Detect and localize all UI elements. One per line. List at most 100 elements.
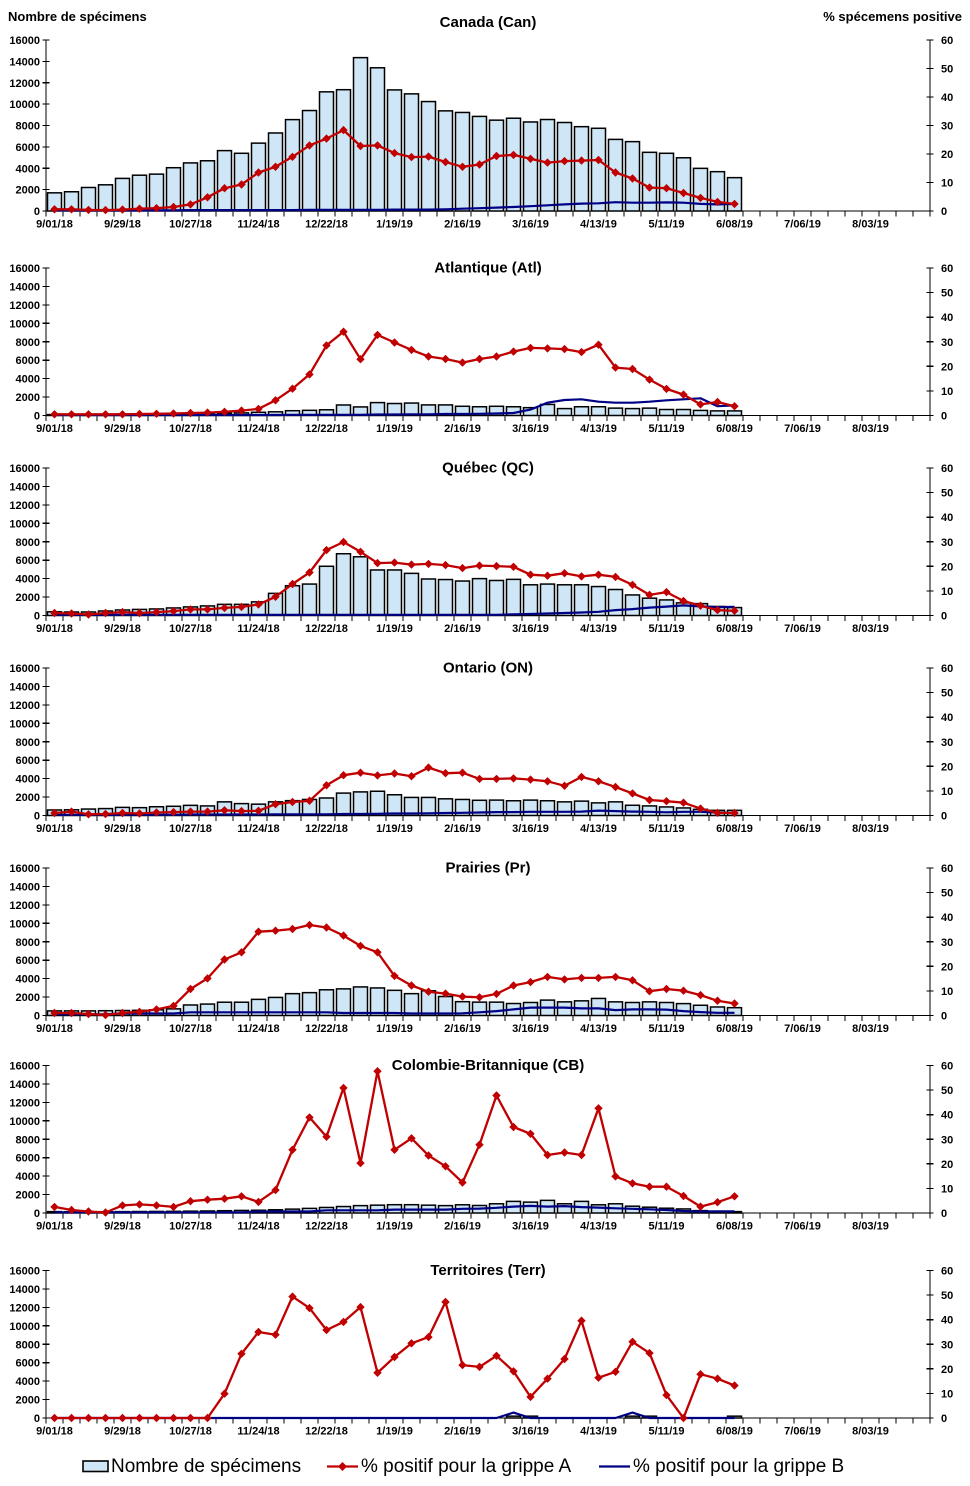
- x-tick-label: 1/19/19: [376, 1023, 413, 1035]
- grippe-a-marker: [543, 972, 552, 982]
- x-tick-label: 12/22/18: [305, 219, 348, 231]
- grippe-a-marker: [475, 160, 484, 169]
- grippe-a-marker: [407, 152, 416, 162]
- x-tick-label: 12/22/18: [305, 623, 348, 635]
- left-tick-label: 12000: [9, 78, 40, 90]
- grippe-a-marker: [458, 358, 467, 367]
- bar: [522, 1201, 539, 1214]
- grippe-a-marker: [356, 355, 365, 364]
- grippe-a-marker: [594, 973, 603, 983]
- grippe-a-marker: [356, 141, 365, 151]
- grippe-a-marker: [220, 407, 229, 416]
- legend-item-grippe-a: % positif pour la grippe A: [327, 1452, 571, 1481]
- grippe-a-marker: [390, 338, 399, 347]
- grippe-a-marker: [305, 1113, 314, 1122]
- x-tick-label: 7/06/19: [784, 1426, 821, 1438]
- grippe-a-marker: [492, 151, 501, 161]
- x-tick-label: 10/27/18: [169, 1221, 212, 1233]
- grippe-a-marker: [305, 568, 314, 577]
- grippe-a-marker: [339, 771, 348, 780]
- bar: [573, 584, 590, 617]
- grippe-a-marker: [288, 1292, 297, 1301]
- grippe-a-marker: [679, 1413, 688, 1423]
- left-tick-label: 0: [34, 1413, 40, 1425]
- grippe-a-marker: [543, 344, 552, 353]
- grippe-a-marker: [84, 1207, 93, 1216]
- bar: [182, 1004, 199, 1017]
- x-tick-label: 11/24/18: [237, 423, 279, 435]
- grippe-a-marker: [526, 154, 535, 163]
- red-diamond-line-icon: [327, 1462, 358, 1471]
- left-tick-label: 14000: [9, 56, 40, 68]
- grippe-a-marker: [254, 806, 263, 815]
- bar: [199, 160, 216, 212]
- grippe-a-marker: [407, 345, 416, 355]
- x-tick-label: 6/08/19: [716, 823, 753, 835]
- grippe-a-marker: [696, 400, 705, 409]
- grippe-a-marker: [50, 1008, 59, 1018]
- left-tick-label: 2000: [16, 1395, 40, 1407]
- x-tick-label: 8/03/19: [852, 219, 889, 231]
- bar: [709, 1006, 726, 1017]
- grippe-a-marker: [254, 1197, 263, 1207]
- legend-item-grippe-b: % positif pour la grippe B: [599, 1452, 844, 1481]
- bar: [488, 119, 505, 212]
- x-tick-label: 9/29/18: [104, 219, 141, 231]
- bar: [318, 797, 335, 817]
- grippe-a-marker: [271, 592, 280, 601]
- x-tick-label: 8/03/19: [852, 1426, 889, 1438]
- grippe-a-line: [54, 1070, 735, 1214]
- grippe-a-marker: [441, 769, 450, 778]
- grippe-a-marker: [730, 199, 739, 209]
- series-grippe-b-line: [54, 201, 735, 212]
- grippe-a-marker: [713, 1374, 722, 1383]
- grippe-a-marker: [577, 1316, 586, 1325]
- grippe-a-marker: [560, 1148, 569, 1157]
- grippe-a-marker: [271, 800, 280, 809]
- grippe-a-marker: [186, 605, 195, 614]
- x-tick-label: 9/01/18: [36, 423, 73, 435]
- bar: [403, 992, 420, 1017]
- bar: [692, 167, 709, 212]
- left-tick-label: 2000: [16, 992, 40, 1004]
- bar: [505, 800, 522, 817]
- left-tick-label: 4000: [16, 163, 40, 175]
- bar: [386, 569, 403, 617]
- left-tick-label: 10000: [9, 918, 40, 930]
- grippe-a-marker: [526, 775, 535, 784]
- right-tick-label: 30: [941, 537, 953, 549]
- grippe-a-marker: [305, 370, 314, 379]
- x-tick-label: 10/27/18: [169, 423, 212, 435]
- x-tick-label: 3/16/19: [512, 1023, 549, 1035]
- right-tick-label: 60: [941, 35, 953, 47]
- grippe-a-marker: [526, 1392, 535, 1402]
- x-tick-label: 7/06/19: [784, 623, 821, 635]
- left-tick-label: 14000: [9, 1079, 40, 1091]
- left-tick-label: 6000: [16, 555, 40, 567]
- bar: [403, 572, 420, 617]
- grippe-a-marker: [237, 406, 246, 415]
- grippe-a-marker: [424, 763, 433, 772]
- x-tick-label: 5/11/19: [648, 1221, 684, 1233]
- x-tick-label: 7/06/19: [784, 423, 821, 435]
- grippe-a-marker: [186, 200, 195, 209]
- grippe-a-marker: [186, 1197, 195, 1206]
- series-specimens-bars: [46, 1199, 743, 1214]
- grippe-a-marker: [696, 804, 705, 813]
- grippe-a-marker: [169, 606, 178, 616]
- bar: [488, 405, 505, 417]
- x-tick-label: 9/29/18: [104, 1426, 141, 1438]
- axes: [42, 1269, 934, 1424]
- grippe-a-marker: [101, 205, 110, 215]
- grippe-a-marker: [509, 347, 518, 356]
- grippe-a-marker: [628, 174, 637, 183]
- bar: [505, 1415, 522, 1419]
- grippe-a-marker: [492, 989, 501, 999]
- grippe-a-marker: [288, 1145, 297, 1154]
- left-tick-label: 6000: [16, 142, 40, 154]
- x-tick-label: 8/03/19: [852, 1023, 889, 1035]
- grippe-a-marker: [135, 1200, 144, 1209]
- grippe-a-marker: [679, 596, 688, 606]
- x-tick-label: 12/22/18: [305, 1426, 348, 1438]
- right-tick-label: 20: [941, 1364, 953, 1376]
